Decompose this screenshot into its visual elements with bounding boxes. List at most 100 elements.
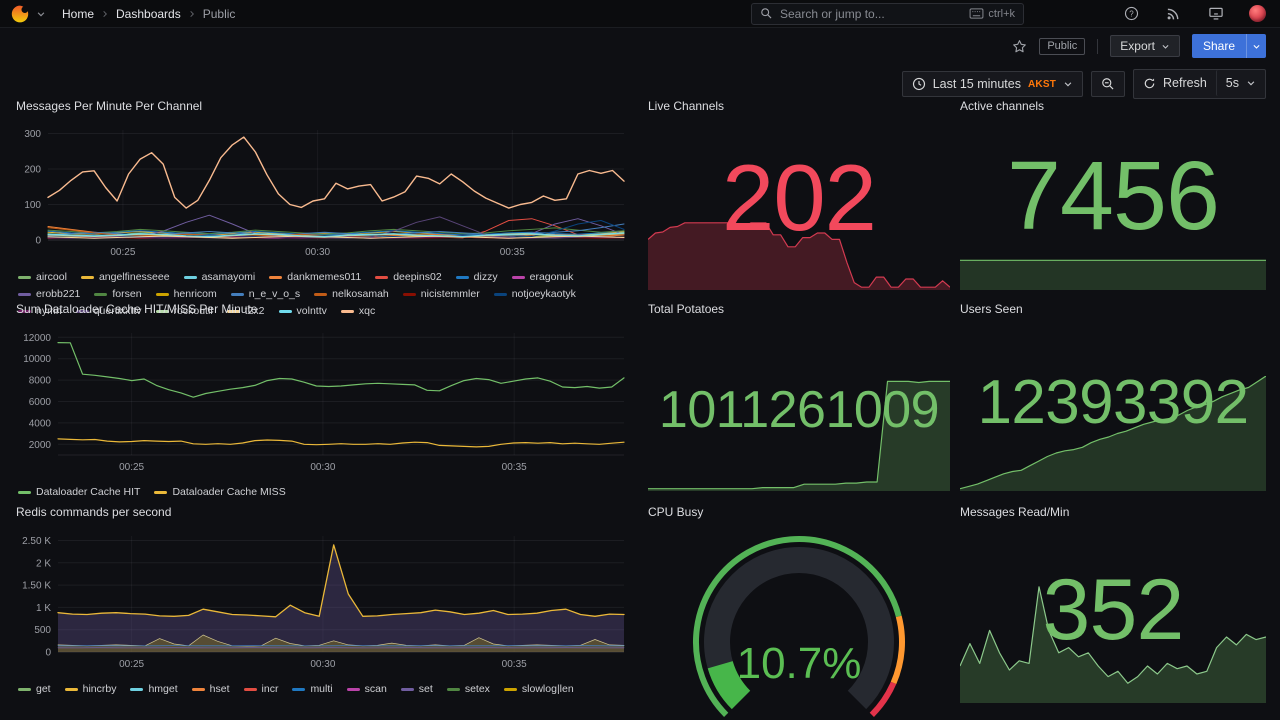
svg-text:200: 200 [24,165,41,176]
breadcrumb-dashboards[interactable]: Dashboards [116,6,181,21]
legend-item[interactable]: set [400,683,433,695]
legend-item[interactable]: angelfinesseee [80,271,170,283]
news-button[interactable] [1166,6,1181,21]
legend-item[interactable]: henricom [155,288,217,300]
svg-text:00:35: 00:35 [502,659,527,670]
legend-swatch [64,687,78,691]
search-placeholder: Search or jump to... [780,6,885,21]
grafana-logo-icon [11,5,29,22]
panel-title[interactable]: Total Potatoes [648,302,725,316]
legend-item[interactable]: hset [191,683,230,695]
legend-item[interactable]: incr [243,683,278,695]
svg-text:12000: 12000 [23,333,51,344]
time-range-picker[interactable]: Last 15 minutes AKST [901,71,1084,97]
grafana-logo[interactable] [10,4,30,24]
panel-title[interactable]: Active channels [960,99,1045,113]
stat-value: 352 [1042,562,1185,658]
svg-text:4000: 4000 [29,418,52,429]
svg-text:0: 0 [45,648,51,659]
legend-item[interactable]: nicistemmler [402,288,480,300]
kiosk-mode-button[interactable] [1208,6,1224,21]
legend-swatch [18,275,31,279]
org-switcher-caret-icon[interactable] [36,9,46,19]
time-zoom-out-button[interactable] [1091,71,1126,97]
legend-item[interactable]: hincrby [64,683,116,695]
legend-swatch [154,490,168,494]
legend-swatch [75,309,89,313]
time-controls-row: Last 15 minutes AKST Refresh 5s [0,57,1280,99]
legend-swatch [402,292,416,296]
export-button[interactable]: Export [1110,35,1180,57]
legend-item[interactable]: hmget [130,683,178,695]
panel-redis-commands: Redis commands per second 0 500 1 K 1.50 K 2… [16,505,628,705]
legend-item[interactable]: slowlog|len [503,683,574,695]
stat-value: 12393392 [977,368,1250,437]
refresh-button-group: Refresh 5s [1133,69,1266,99]
panel-title[interactable]: Live Channels [648,99,725,113]
svg-text:10000: 10000 [23,354,51,365]
panel-total-potatoes: Total Potatoes 1011261009 [648,302,950,496]
svg-text:00:30: 00:30 [305,247,330,258]
legend-swatch [503,687,517,691]
breadcrumb-home[interactable]: Home [62,6,95,21]
legend-item[interactable]: scan [346,683,387,695]
legend-swatch [269,275,283,279]
user-avatar[interactable] [1249,5,1266,22]
legend-swatch [155,292,169,296]
panel-title[interactable]: Redis commands per second [16,505,172,519]
legend-swatch [493,292,507,296]
panel-title[interactable]: Users Seen [960,302,1023,316]
legend-item[interactable]: notjoeykaotyk [493,288,576,300]
svg-text:2.50 K: 2.50 K [22,536,51,547]
share-dropdown-button[interactable] [1246,34,1266,58]
legend-item[interactable]: dankmemes011 [269,271,361,283]
legend-item[interactable]: erobb221 [18,288,80,300]
panel-title[interactable]: Messages Read/Min [960,505,1070,519]
share-button-group: Share [1191,34,1266,58]
share-button[interactable]: Share [1191,34,1246,58]
dashboard-actions-row: Public Export Share [0,28,1280,58]
legend-item[interactable]: multi [292,683,333,695]
search-input[interactable]: Search or jump to... ctrl+k [751,2,1024,25]
legend-item[interactable]: Dataloader Cache MISS [154,486,286,498]
legend-item[interactable]: asamayomi [183,271,255,283]
legend-item[interactable]: volnttv [278,305,327,317]
legend-swatch [230,292,244,296]
svg-text:?: ? [1129,9,1134,18]
legend-swatch [243,687,257,691]
panel-users-seen: Users Seen 12393392 [959,302,1267,496]
star-dashboard-button[interactable] [1012,39,1027,54]
legend-item[interactable]: nelkosamah [314,288,389,300]
panel-title[interactable]: CPU Busy [648,505,704,519]
breadcrumb: Home Dashboards Public [62,7,235,21]
legend-item[interactable]: setex [446,683,490,695]
refresh-interval-dropdown[interactable]: 5s [1215,70,1265,96]
timezone-label: AKST [1027,78,1057,90]
refresh-button[interactable]: Refresh [1134,70,1216,96]
svg-text:00:25: 00:25 [119,462,144,473]
panel-title[interactable]: Sum Dataloader Cache HIT/MISS Per Minute [16,302,258,316]
messages-per-minute-chart[interactable]: 0 100 200 300 00:25 00:30 00:35 [16,122,628,267]
legend-item[interactable]: nymn [18,305,62,317]
redis-commands-chart[interactable]: 0 500 1 K 1.50 K 2 K 2.50 K 00:25 00:30 00:35 [16,528,628,679]
legend-item[interactable]: get [18,683,51,695]
legend-item[interactable]: deepins02 [375,271,442,283]
chart-legend: aircool angelfinesseee asamayomi dankmemes0… [16,271,628,317]
legend-item[interactable]: quertixxttv [75,305,142,317]
dataloader-cache-chart[interactable]: 2000 4000 6000 8000 10000 12000 00:25 00:30 00:3… [16,325,628,482]
stat-value: 1011261009 [658,381,940,439]
help-button[interactable]: ? [1124,6,1139,21]
legend-item[interactable]: Dataloader Cache HIT [18,486,140,498]
legend-item[interactable]: xqc [340,305,375,317]
legend-item[interactable]: n_e_v_o_s [230,288,300,300]
legend-item[interactable]: dizzy [455,271,498,283]
public-badge: Public [1039,37,1086,55]
legend-item[interactable]: eragonuk [511,271,573,283]
legend-item[interactable]: rockoutll [155,305,213,317]
chevron-down-icon [1161,42,1170,51]
legend-item[interactable]: aircool [18,271,67,283]
star-icon [1013,39,1027,52]
legend-item[interactable]: forsen [94,288,142,300]
legend-item[interactable]: t2x2 [226,305,265,317]
panel-title[interactable]: Messages Per Minute Per Channel [16,99,203,113]
